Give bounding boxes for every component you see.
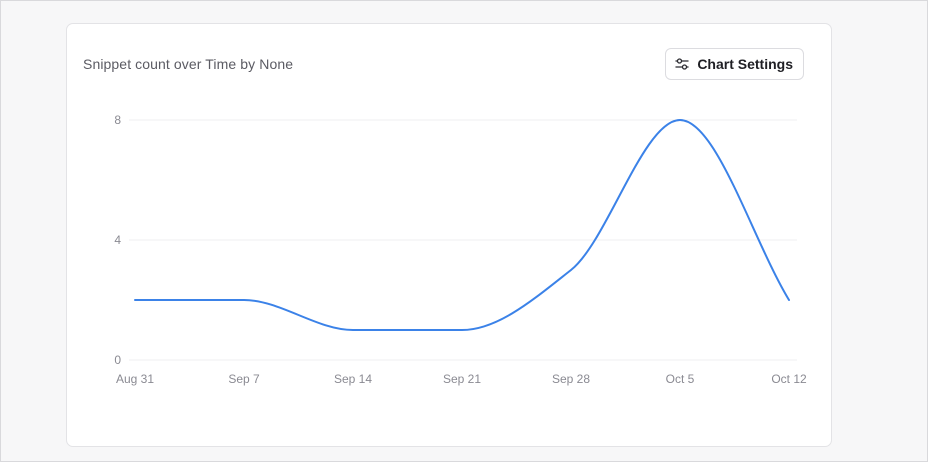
data-point[interactable] bbox=[565, 264, 577, 276]
sliders-icon bbox=[675, 57, 689, 71]
x-tick-label: Aug 31 bbox=[116, 372, 154, 386]
data-point[interactable] bbox=[238, 294, 250, 306]
x-tick-label: Sep 7 bbox=[228, 372, 260, 386]
y-tick-label: 0 bbox=[114, 353, 121, 367]
data-point[interactable] bbox=[456, 324, 468, 336]
data-point[interactable] bbox=[674, 114, 686, 126]
data-point[interactable] bbox=[129, 294, 141, 306]
chart-card: Snippet count over Time by None Chart Se… bbox=[66, 23, 832, 447]
chart-settings-button[interactable]: Chart Settings bbox=[665, 48, 804, 80]
chart-title: Snippet count over Time by None bbox=[83, 56, 294, 72]
chart-settings-label: Chart Settings bbox=[697, 56, 793, 72]
y-tick-label: 8 bbox=[114, 113, 121, 127]
x-tick-label: Oct 5 bbox=[666, 372, 695, 386]
line-chart: 0 4 8 Aug 31 Sep 7 Sep 14 Sep 21 Sep 28 Oct 5 Oc… bbox=[114, 113, 807, 386]
y-tick-label: 4 bbox=[114, 233, 121, 247]
x-tick-label: Sep 14 bbox=[334, 372, 372, 386]
data-point[interactable] bbox=[783, 294, 795, 306]
x-tick-label: Sep 28 bbox=[552, 372, 590, 386]
data-point[interactable] bbox=[347, 324, 359, 336]
x-tick-label: Sep 21 bbox=[443, 372, 481, 386]
series-line bbox=[134, 119, 790, 332]
x-tick-label: Oct 12 bbox=[771, 372, 807, 386]
